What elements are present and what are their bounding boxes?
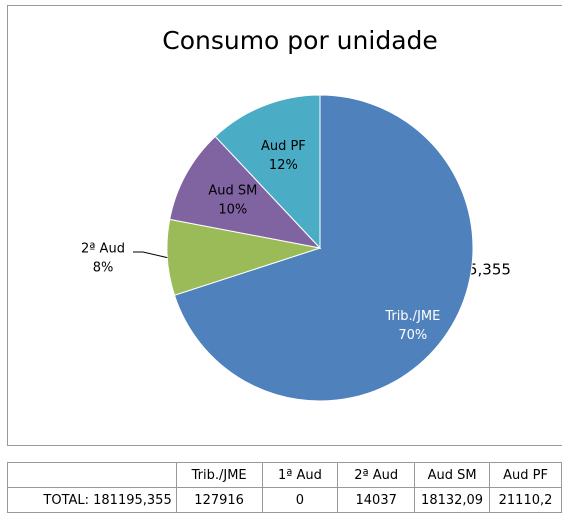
pie-slice <box>214 94 321 250</box>
chart-title: Consumo por unidade <box>162 26 438 55</box>
cell: 14037 <box>337 487 416 513</box>
header-cell: Aud SM <box>414 462 491 488</box>
header-cell: 1ª Aud <box>261 462 339 488</box>
cell: TOTAL: 181195,355 <box>7 487 177 513</box>
slice-value: 8% <box>93 261 114 276</box>
cell: 21110,2 <box>489 487 562 513</box>
slice-label: Aud PF <box>261 139 306 154</box>
slice-label: Trib./JME <box>384 309 440 324</box>
leader-line <box>133 251 168 259</box>
annotation: 5,355 <box>468 261 511 279</box>
cell: 127916 <box>175 487 263 513</box>
cell: 0 <box>261 487 339 513</box>
row: TOTAL: 181195,355 127916 0 14037 18132,09 211… <box>7 487 562 513</box>
header-cell <box>7 462 177 488</box>
table: Trib./JME 1ª Aud 2ª Aud Aud SM Aud PF TOTAL: … <box>7 462 562 513</box>
header-cell: Trib./JME <box>175 462 263 488</box>
pie-slice <box>173 94 474 402</box>
cell: 18132,09 <box>414 487 491 513</box>
slice-value: 12% <box>269 158 298 173</box>
slice-label: Aud SM <box>208 184 257 199</box>
slice-label: 2ª Aud <box>81 242 125 257</box>
slice-value: 10% <box>218 203 247 218</box>
slice-value: 70% <box>398 328 427 343</box>
header-row: Trib./JME 1ª Aud 2ª Aud Aud SM Aud PF <box>7 462 562 488</box>
chart: Consumo por unidade 5,355 Trib./JME 70% 2ª… <box>7 5 562 446</box>
header-cell: 2ª Aud <box>337 462 416 488</box>
pie-slice <box>169 135 322 249</box>
header-cell: Aud PF <box>489 462 562 488</box>
